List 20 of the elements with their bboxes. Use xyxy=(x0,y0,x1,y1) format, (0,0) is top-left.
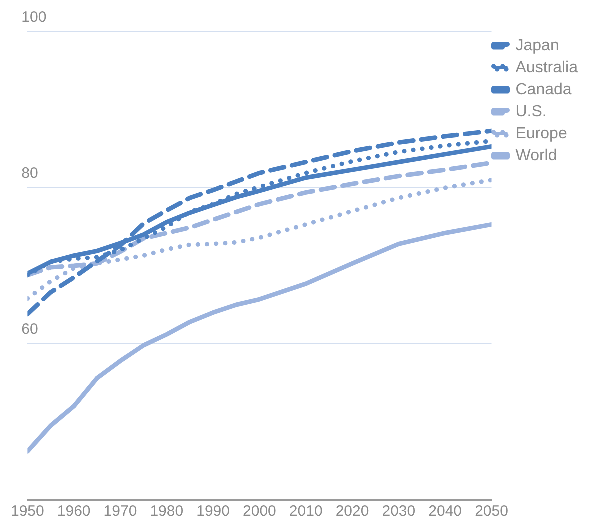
x-tick-label: 2030 xyxy=(382,503,416,520)
legend-label: Canada xyxy=(516,81,572,98)
x-tick-label: 2010 xyxy=(289,503,323,520)
x-tick-label: 1950 xyxy=(10,503,44,520)
legend-label: Australia xyxy=(516,59,578,76)
x-tick-label: 1980 xyxy=(150,503,184,520)
legend-label: Japan xyxy=(516,37,560,54)
x-tick-label: 1990 xyxy=(196,503,230,520)
x-tick-label: 1960 xyxy=(57,503,91,520)
x-tick-label: 1970 xyxy=(104,503,138,520)
y-tick-label: 60 xyxy=(22,321,38,338)
legend-label: U.S. xyxy=(516,103,547,120)
legend-label: Europe xyxy=(516,125,568,142)
x-tick-label: 2000 xyxy=(243,503,276,520)
x-tick-label: 2020 xyxy=(336,503,370,520)
y-tick-label: 100 xyxy=(22,9,47,26)
x-tick-label: 2040 xyxy=(428,503,462,520)
x-tick-label: 2050 xyxy=(475,503,508,520)
y-tick-label: 80 xyxy=(22,165,38,182)
legend-label: World xyxy=(516,147,558,164)
